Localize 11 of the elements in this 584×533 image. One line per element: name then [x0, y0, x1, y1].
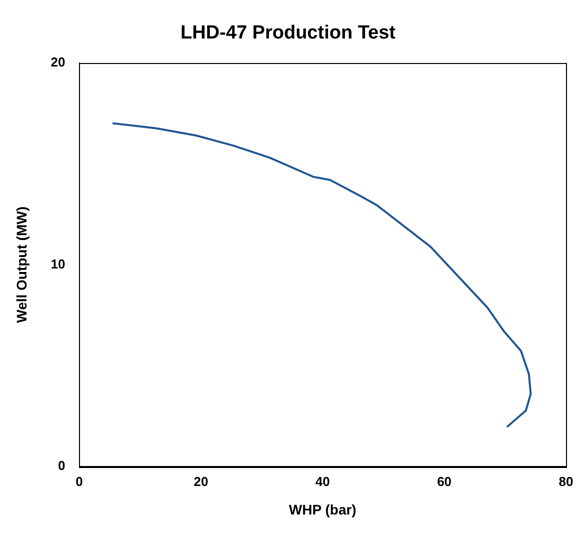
y-axis-title: Well Output (MW) [13, 206, 30, 323]
x-tick-label: 20 [194, 474, 208, 489]
x-tick-label: 80 [558, 474, 574, 489]
y-tick-label: 10 [50, 256, 66, 272]
x-tick-label: 60 [437, 474, 452, 489]
x-axis-title: WHP (bar) [288, 501, 356, 518]
y-tick-label: 20 [50, 54, 66, 70]
y-tick-label: 0 [58, 458, 66, 474]
chart-title: LHD-47 Production Test [180, 22, 396, 44]
x-tick-label: 0 [76, 474, 83, 489]
x-tick-label: 40 [315, 474, 330, 489]
